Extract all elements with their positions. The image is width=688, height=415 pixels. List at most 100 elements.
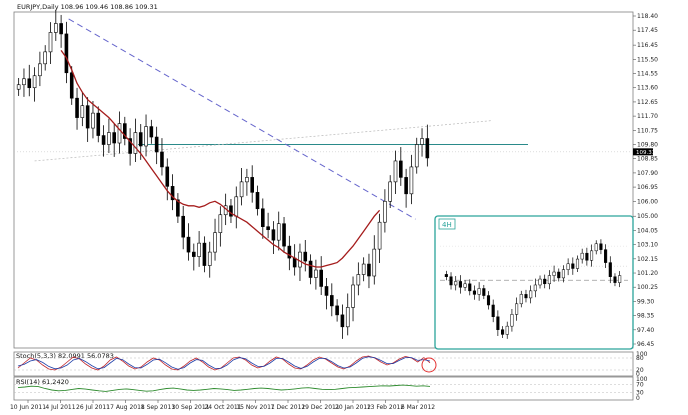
price-y-tick-label: 108.85 — [637, 156, 658, 163]
price-candle-body — [202, 242, 207, 266]
inset-title-box — [438, 218, 456, 230]
price-candle-body — [218, 214, 223, 233]
inset-candle-body — [618, 275, 622, 283]
inset-candles — [444, 239, 622, 339]
inset-candle-body — [477, 288, 481, 295]
price-y-tick-label: 98.35 — [637, 313, 654, 320]
inset-candle-body — [594, 243, 598, 252]
stoch-y-tick-label: 80 — [636, 355, 644, 362]
price-y-tick-label: 111.70 — [637, 113, 658, 120]
inset-candle-body — [515, 303, 519, 315]
price-y-tick-label: 104.05 — [637, 227, 658, 234]
price-candle-body — [425, 138, 430, 159]
price-candle-body — [96, 112, 101, 136]
price-y-tick-label: 101.20 — [637, 270, 658, 277]
price-y-tick-label: 114.55 — [637, 71, 658, 78]
inset-candle-body — [458, 281, 462, 288]
rsi-y-tick-label: 0 — [636, 395, 640, 402]
price-candle-body — [388, 181, 392, 202]
date-axis-label: 29 Dec 2011 — [301, 404, 340, 411]
price-candle-body — [43, 51, 47, 65]
price-candle-body — [409, 166, 414, 195]
price-candle-body — [276, 223, 281, 241]
date-axis-label: 30 Sep 2011 — [171, 404, 209, 411]
price-candle-body — [287, 245, 292, 259]
inset-candle-body — [552, 271, 556, 276]
inset-candle-body — [454, 281, 458, 286]
price-candle-body — [298, 251, 302, 268]
inset-candle-body — [496, 316, 500, 330]
date-axis-label: 7 Dec 2011 — [271, 404, 306, 411]
price-candle-body — [340, 314, 345, 328]
price-candle-body — [229, 205, 233, 217]
price-y-tick-label: 106.00 — [637, 198, 658, 205]
price-candle-body — [64, 33, 69, 74]
date-axis-label: 10 Jun 2011 — [10, 404, 46, 411]
stoch-series-line — [17, 355, 431, 371]
price-candle-body — [32, 75, 37, 89]
date-axis-label: 6 Mar 2012 — [401, 404, 435, 411]
stoch-title: Stoch(5,3,3) 82.0991 56.0783 — [16, 352, 114, 360]
price-candle-body — [91, 112, 95, 129]
date-axis-label: 24 Oct 2011 — [204, 404, 241, 411]
price-candle-body — [154, 136, 159, 153]
price-panel: EURJPY,Daily 108.96 109.46 108.86 109.31… — [13, 3, 658, 349]
inset-candle-body — [613, 276, 617, 283]
price-candle-body — [383, 200, 387, 223]
inset-candle-body — [486, 295, 491, 306]
rsi-title: RSI(14) 61.2420 — [16, 378, 69, 386]
price-candle-body — [138, 132, 143, 147]
rsi-y-tick-label: 30 — [636, 389, 644, 396]
inset-candle-body — [519, 294, 523, 305]
price-candle-body — [144, 126, 148, 147]
moving-average — [60, 50, 381, 268]
stoch-y-tick-label: 20 — [636, 367, 644, 374]
inset-candle-body — [571, 263, 575, 269]
price-candle-body — [420, 138, 424, 145]
price-candle-body — [282, 223, 286, 247]
price-candle-body — [69, 72, 74, 99]
price-y-axis: 118.40 117.45 116.45 115.50 114.55 113.60 112.… — [633, 13, 658, 348]
price-y-tick-label: 113.60 — [637, 85, 658, 92]
price-y-tick-label: 118.40 — [637, 13, 658, 20]
inset-candle-body — [604, 249, 608, 263]
price-y-tick-label: 109.80 — [637, 142, 658, 149]
price-candle-body — [165, 166, 170, 187]
price-y-tick-label: 117.45 — [637, 27, 658, 34]
inset-candle-body — [561, 269, 565, 279]
date-axis-label: 13 Feb 2012 — [367, 404, 405, 411]
price-y-tick-label: 112.65 — [637, 99, 658, 106]
date-axis-label: 20 Jan 2012 — [335, 404, 371, 411]
price-candle-body — [133, 132, 138, 154]
current-price-tag: 109.31 — [633, 148, 655, 156]
price-y-tick-label: 97.40 — [637, 327, 654, 334]
inset-candle-body — [491, 304, 495, 317]
inset-candle-body — [524, 294, 528, 299]
price-candles — [16, 9, 430, 339]
inset-candle-body — [482, 288, 486, 296]
price-candle-body — [59, 23, 63, 35]
price-candle-body — [16, 84, 21, 90]
price-candle-body — [351, 284, 355, 308]
inset-candle-body — [501, 329, 505, 335]
inset-candle-body — [529, 290, 533, 299]
date-axis-label: 4 Jul 2011 — [45, 404, 75, 411]
price-y-tick-label: 105.00 — [637, 213, 658, 220]
stoch-series-line — [17, 356, 431, 370]
rsi-y-tick-label: 70 — [636, 382, 644, 389]
price-candle-body — [75, 97, 79, 118]
price-y-tick-label: 99.30 — [637, 298, 654, 305]
price-candle-body — [314, 269, 318, 278]
price-candle-body — [186, 236, 191, 253]
stoch-lines — [14, 355, 633, 371]
rsi-y-tick-label: 100 — [636, 376, 648, 383]
price-candle-body — [117, 123, 122, 144]
inset-candle-body — [463, 283, 467, 288]
inset-candle-body — [449, 276, 453, 286]
inset-candle-body — [538, 278, 542, 286]
